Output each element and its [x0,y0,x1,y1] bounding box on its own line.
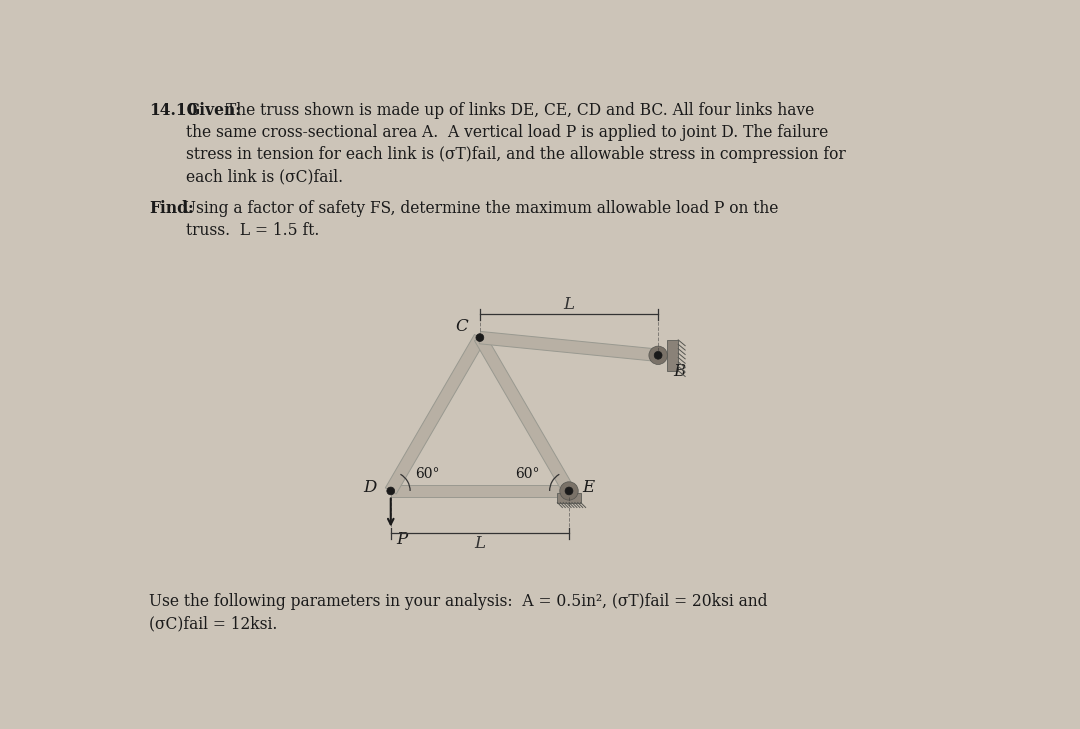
Text: P: P [396,531,407,548]
Text: C: C [456,318,469,335]
Text: Find:: Find: [149,200,193,217]
Bar [667,340,678,371]
Text: stress in tension for each link is (σT)fail, and the allowable stress in compres: stress in tension for each link is (σT)f… [186,146,846,163]
Polygon shape [386,335,485,494]
Text: Use the following parameters in your analysis:  A = 0.5in², (σT)fail = 20ksi and: Use the following parameters in your ana… [149,593,768,610]
Circle shape [559,482,578,500]
Circle shape [649,346,667,364]
Circle shape [476,334,484,341]
Text: Given:: Given: [186,102,241,119]
Text: B: B [674,363,686,380]
Text: (σC)fail = 12ksi.: (σC)fail = 12ksi. [149,615,278,632]
Text: Using a factor of safety FS, determine the maximum allowable load P on the: Using a factor of safety FS, determine t… [183,200,779,217]
Polygon shape [480,332,659,362]
Text: L: L [474,535,485,552]
Polygon shape [474,335,575,494]
Text: 60°: 60° [416,467,440,481]
Text: L: L [564,296,575,313]
Text: E: E [582,480,594,496]
Text: truss.  L = 1.5 ft.: truss. L = 1.5 ft. [186,222,320,239]
Circle shape [387,487,394,495]
Text: 14.10: 14.10 [149,102,198,119]
Circle shape [654,351,662,359]
Text: 60°: 60° [515,467,540,481]
Text: each link is (σC)fail.: each link is (σC)fail. [186,168,343,185]
Text: the same cross-sectional area A.  A vertical load P is applied to joint D. The f: the same cross-sectional area A. A verti… [186,124,828,141]
Text: D: D [364,480,377,496]
Polygon shape [391,485,569,497]
Text: The truss shown is made up of links DE, CE, CD and BC. All four links have: The truss shown is made up of links DE, … [227,102,814,119]
Bar [557,493,581,502]
Circle shape [565,487,572,495]
